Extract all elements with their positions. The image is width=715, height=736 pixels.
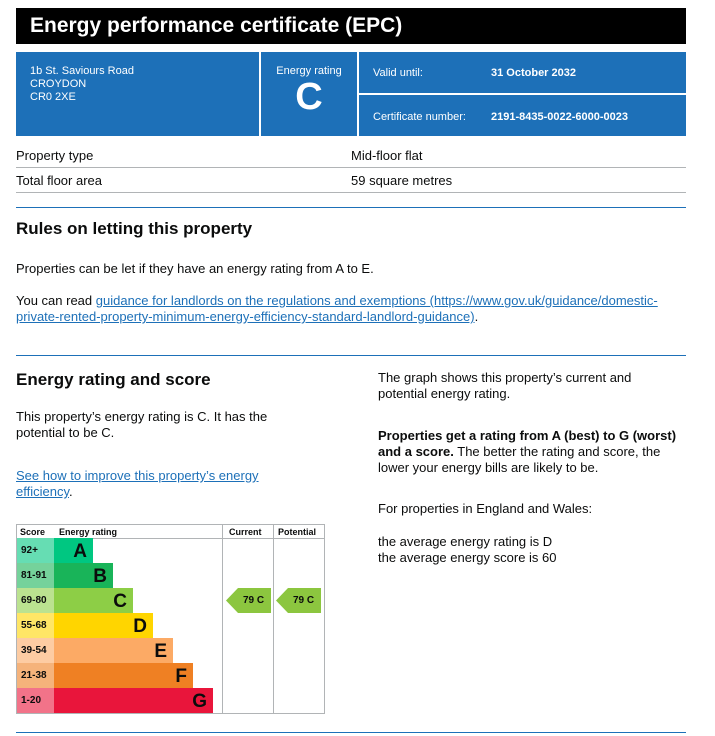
rating-label: Energy rating xyxy=(276,65,342,77)
rating-value: C xyxy=(295,76,323,118)
rating-explanation-bold: Properties get a rating from A (best) to… xyxy=(378,428,677,459)
average-rating: the average energy rating is D xyxy=(378,534,553,549)
current-column-divider xyxy=(222,525,223,713)
score-text: This property’s energy rating is C. It h… xyxy=(16,409,268,440)
band-score-b: 81-91 xyxy=(17,563,54,588)
band-score-g: 1-20 xyxy=(17,688,54,713)
current-rating-arrow: 79 C xyxy=(226,588,271,613)
band-score-c: 69-80 xyxy=(17,588,54,613)
band-bar-b: B xyxy=(54,563,113,588)
certificate-label: Certificate number: xyxy=(373,111,466,123)
band-score-d: 55-68 xyxy=(17,613,54,638)
address-line3: CR0 2XE xyxy=(30,91,76,103)
address-line2: CROYDON xyxy=(30,78,87,90)
average-score: the average energy score is 60 xyxy=(378,550,557,565)
potential-rating-arrow: 79 C xyxy=(276,588,321,613)
score-heading: Energy rating and score xyxy=(16,370,211,389)
valid-panel: Valid until: 31 October 2032 xyxy=(359,52,686,93)
divider xyxy=(16,355,686,356)
guidance-prefix: You can read xyxy=(16,293,96,308)
page-title: Energy performance certificate (EPC) xyxy=(16,8,686,44)
divider xyxy=(16,207,686,208)
guidance-suffix: . xyxy=(474,309,479,324)
floor-area-label: Total floor area xyxy=(16,173,102,188)
chart-header: Score Energy rating Current Potential xyxy=(17,525,324,539)
england-wales-text: For properties in England and Wales: xyxy=(378,501,593,516)
divider xyxy=(16,732,686,733)
property-type-label: Property type xyxy=(16,148,94,163)
improve-paragraph: See how to improve this property’s energ… xyxy=(16,468,296,500)
improve-suffix: . xyxy=(69,484,73,499)
energy-rating-chart: Score Energy rating Current Potential 92… xyxy=(16,524,325,714)
certificate-panel: Certificate number: 2191-8435-0022-6000-… xyxy=(359,95,686,136)
address-panel: 1b St. Saviours Road CROYDON CR0 2XE xyxy=(16,52,259,136)
floor-area-row: Total floor area 59 square metres xyxy=(16,168,686,193)
rating-explanation: Properties get a rating from A (best) to… xyxy=(378,428,688,476)
band-score-e: 39-54 xyxy=(17,638,54,663)
rules-guidance: You can read guidance for landlords on t… xyxy=(16,293,666,325)
floor-area-value: 59 square metres xyxy=(351,173,453,188)
band-bar-e: E xyxy=(54,638,173,663)
header-current: Current xyxy=(229,527,262,537)
band-bar-f: F xyxy=(54,663,193,688)
band-score-a: 92+ xyxy=(17,538,54,563)
address-line1: 1b St. Saviours Road xyxy=(30,65,134,77)
band-score-f: 21-38 xyxy=(17,663,54,688)
rules-text: Properties can be let if they have an en… xyxy=(16,261,374,276)
header-energy-rating: Energy rating xyxy=(59,527,118,537)
band-bar-g: G xyxy=(54,688,213,713)
band-bar-c: C xyxy=(54,588,133,613)
header-potential: Potential xyxy=(278,527,317,537)
rules-heading: Rules on letting this property xyxy=(16,219,253,238)
certificate-value: 2191-8435-0022-6000-0023 xyxy=(491,111,629,123)
band-bar-a: A xyxy=(54,538,93,563)
property-type-value: Mid-floor flat xyxy=(351,148,423,163)
improve-link[interactable]: See how to improve this property’s energ… xyxy=(16,468,259,499)
valid-label: Valid until: xyxy=(373,67,423,79)
potential-column-divider xyxy=(273,525,274,713)
header-score: Score xyxy=(20,527,46,537)
band-bar-d: D xyxy=(54,613,153,638)
rating-explanation-rest: The better the rating and score, the low… xyxy=(378,444,661,475)
guidance-link[interactable]: guidance for landlords on the regulation… xyxy=(16,293,658,324)
rating-panel: Energy rating C xyxy=(261,52,357,136)
property-type-row: Property type Mid-floor flat xyxy=(16,143,686,168)
graph-description: The graph shows this property’s current … xyxy=(378,370,632,401)
valid-value: 31 October 2032 xyxy=(491,67,576,79)
